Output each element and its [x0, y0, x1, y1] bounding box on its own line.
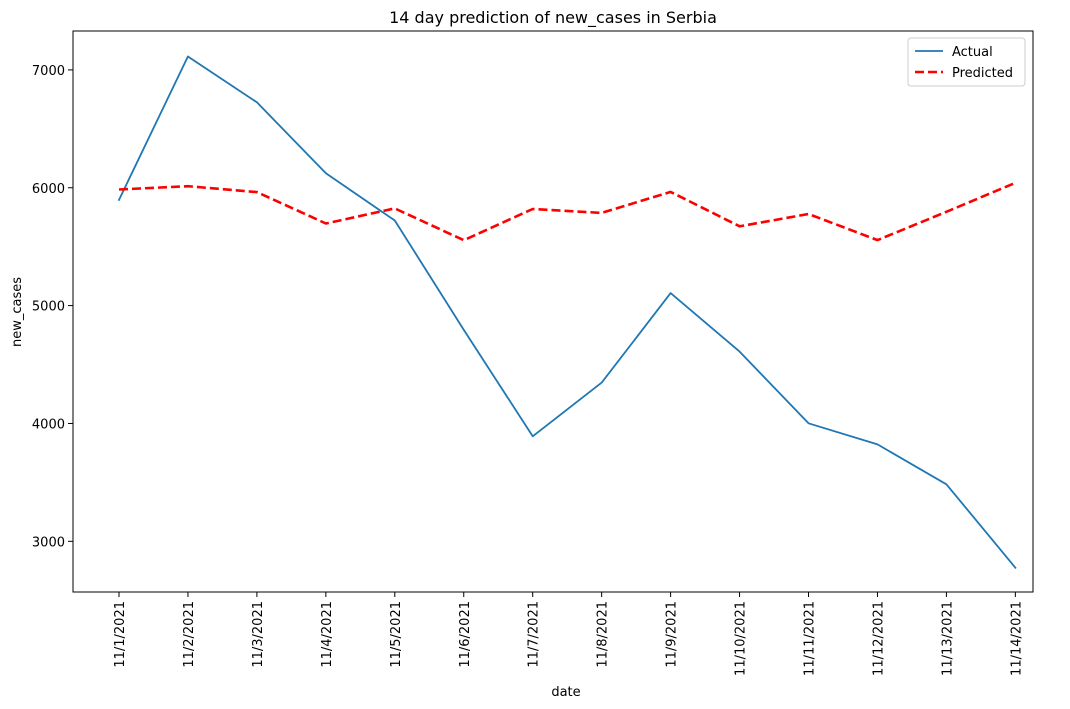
x-tick-label: 11/14/2021 — [1009, 601, 1024, 676]
legend-box — [907, 37, 1026, 87]
x-axis-title: date — [551, 685, 580, 700]
x-tick-label: 11/12/2021 — [871, 601, 886, 676]
x-tick-label: 11/11/2021 — [803, 601, 818, 676]
y-tick-label: 6000 — [32, 182, 65, 197]
legend: Actual Predicted — [907, 37, 1026, 87]
legend-label-actual: Actual — [952, 45, 993, 60]
x-tick-label: 11/6/2021 — [458, 601, 473, 668]
series-layer — [117, 55, 1017, 569]
y-axis: 3000 4000 5000 6000 7000 — [32, 64, 73, 550]
x-tick-label: 11/7/2021 — [527, 601, 542, 668]
chart-title: 14 day prediction of new_cases in Serbia — [389, 8, 717, 28]
x-tick-label: 11/3/2021 — [251, 601, 266, 668]
series-line-predicted — [118, 181, 1016, 242]
x-tick-label: 11/4/2021 — [320, 601, 335, 668]
plot-area — [72, 30, 1034, 593]
y-axis-title: new_cases — [10, 277, 25, 347]
series-line-actual — [117, 55, 1017, 569]
y-tick-label: 4000 — [32, 417, 65, 432]
x-tick-label: 11/5/2021 — [389, 601, 404, 668]
x-tick-label: 11/9/2021 — [665, 601, 680, 668]
x-axis: 11/1/2021 11/2/2021 11/3/2021 11/4/2021 11/5… — [113, 592, 1024, 676]
y-tick-label: 5000 — [32, 300, 65, 315]
x-tick-label: 11/1/2021 — [113, 601, 128, 668]
x-tick-label: 11/10/2021 — [734, 601, 749, 676]
y-tick-label: 3000 — [32, 535, 65, 550]
y-tick-label: 7000 — [32, 64, 65, 79]
x-tick-label: 11/2/2021 — [182, 601, 197, 668]
x-tick-label: 11/13/2021 — [940, 601, 955, 676]
x-tick-label: 11/8/2021 — [596, 601, 611, 668]
legend-label-predicted: Predicted — [952, 66, 1013, 81]
